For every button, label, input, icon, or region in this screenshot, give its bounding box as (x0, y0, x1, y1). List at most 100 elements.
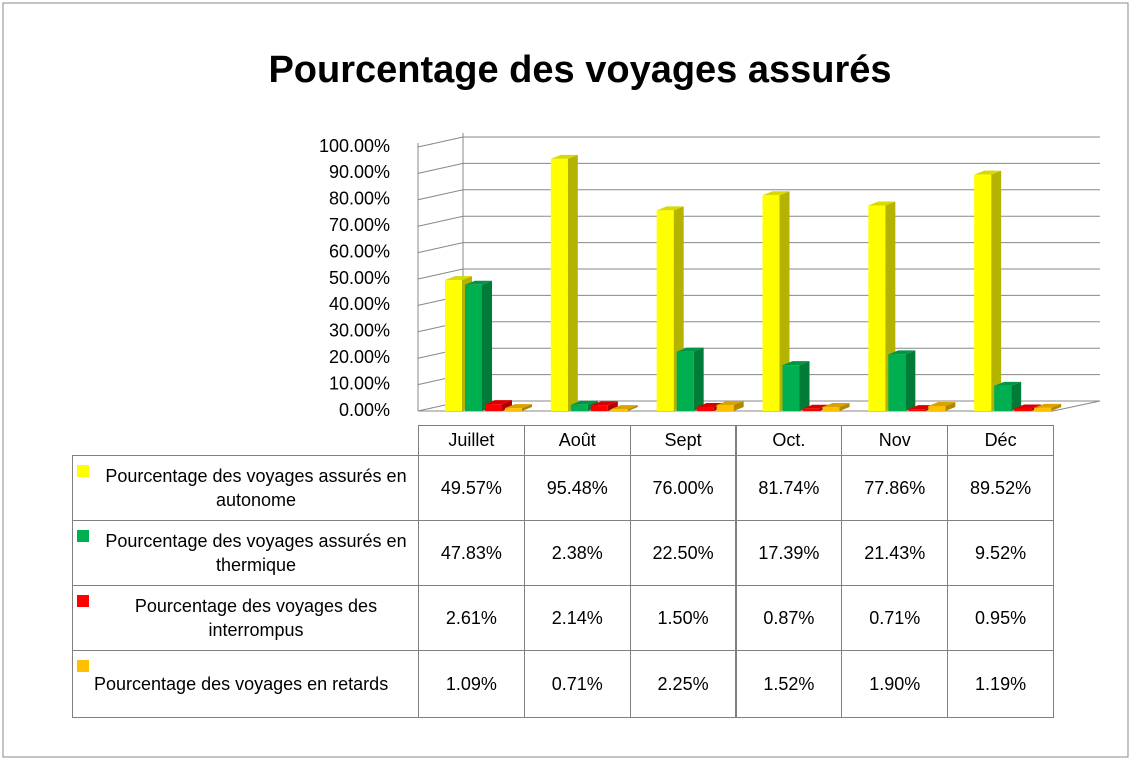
table-value: 0.71% (523, 650, 631, 718)
legend-swatch (77, 660, 89, 672)
table-value: 0.95% (947, 585, 1054, 651)
table-value: 1.09% (418, 650, 525, 718)
grid-line (417, 136, 1100, 148)
bar (716, 401, 744, 411)
bar (888, 350, 916, 411)
table-value: 2.25% (629, 650, 737, 718)
y-tick-label: 80.00% (329, 189, 390, 209)
bar-face (991, 170, 1002, 411)
bar-face (839, 402, 850, 411)
bar-face (782, 365, 800, 411)
y-tick-label: 40.00% (329, 294, 390, 314)
grid-line (417, 162, 1100, 174)
bar-face (1014, 404, 1042, 409)
bar-face (908, 409, 926, 411)
bar (465, 280, 492, 411)
y-tick-label: 10.00% (329, 373, 390, 393)
bar-face (994, 385, 1012, 411)
bar-face (1034, 403, 1062, 408)
table-value: 47.83% (418, 520, 525, 586)
bar (762, 191, 790, 411)
legend-entry: Pourcentage des voyages assurés en auton… (72, 455, 419, 521)
bar-face (570, 400, 598, 405)
table-value: 21.43% (841, 520, 949, 586)
bar-face (485, 400, 512, 405)
y-tick-label: 70.00% (329, 215, 390, 235)
bar-face (550, 154, 578, 159)
bar-face (445, 280, 462, 411)
table-value: 1.50% (629, 585, 737, 651)
legend-swatch (77, 595, 89, 607)
bar-face (1034, 407, 1052, 411)
table-value: 76.00% (629, 455, 737, 521)
legend-label: Pourcentage des voyages des interrompus (134, 595, 378, 640)
bar-face (822, 402, 850, 407)
bar-face (676, 347, 704, 352)
bar (610, 405, 638, 411)
bar-face (802, 408, 820, 411)
bar-face (590, 405, 608, 411)
table-value: 89.52% (947, 455, 1054, 521)
bar-face (1011, 381, 1022, 411)
table-value: 9.52% (947, 520, 1054, 586)
bar-face (779, 191, 790, 411)
bar (505, 404, 532, 411)
table-value: 0.87% (735, 585, 843, 651)
table-value: 22.50% (629, 520, 737, 586)
table-value: 0.71% (841, 585, 949, 651)
bar-face (905, 350, 916, 411)
bar-face (445, 276, 472, 281)
bar-face (482, 280, 492, 411)
bar-face (994, 381, 1022, 386)
bar-face (693, 347, 704, 411)
bar-face (465, 284, 482, 411)
table-value: 17.39% (735, 520, 843, 586)
bar-face (782, 361, 810, 366)
y-tick-label: 0.00% (339, 400, 390, 420)
table-value: 77.86% (841, 455, 949, 521)
y-tick-label: 90.00% (329, 162, 390, 182)
y-tick-label: 30.00% (329, 321, 390, 341)
bar-face (868, 201, 896, 206)
legend-entry: Pourcentage des voyages des interrompus (72, 585, 419, 651)
floor-edge (1052, 400, 1101, 412)
table-value: 49.57% (418, 455, 525, 521)
legend-label: Pourcentage des voyages assurés en therm… (105, 530, 407, 575)
x-tick-label: Oct. (735, 425, 843, 456)
legend-entry: Pourcentage des voyages en retards (72, 650, 419, 718)
bar (928, 401, 956, 411)
bar-face (733, 401, 744, 411)
bar-face (627, 405, 638, 411)
table-value: 1.90% (841, 650, 949, 718)
bar-face (696, 403, 724, 408)
bar-face (465, 280, 492, 285)
bar (485, 400, 512, 411)
table-value: 95.48% (523, 455, 631, 521)
x-tick-label: Août (523, 425, 631, 456)
x-tick-label: Sept (629, 425, 737, 456)
bar-face (888, 354, 906, 411)
table-value: 2.61% (418, 585, 525, 651)
bar (590, 401, 618, 411)
x-tick-label: Déc (947, 425, 1054, 456)
bar-face (928, 401, 956, 406)
bar-face (1014, 408, 1032, 411)
legend-entry: Pourcentage des voyages assurés en therm… (72, 520, 419, 586)
bar-face (607, 401, 618, 411)
bar-face (974, 170, 1002, 175)
x-tick-label: Juillet (418, 425, 525, 456)
table-value: 2.38% (523, 520, 631, 586)
bar (868, 201, 896, 411)
bar-face (802, 404, 830, 409)
y-tick-label: 20.00% (329, 347, 390, 367)
legend-label: Pourcentage des voyages en retards (94, 673, 389, 694)
bar (656, 206, 684, 411)
bar (1034, 403, 1062, 411)
bar-face (974, 174, 992, 411)
bar-face (928, 405, 946, 411)
bar-face (868, 205, 886, 411)
bar-face (888, 350, 916, 355)
chart-title: Pourcentage des voyages assurés (268, 49, 891, 91)
bar-face (610, 405, 638, 410)
